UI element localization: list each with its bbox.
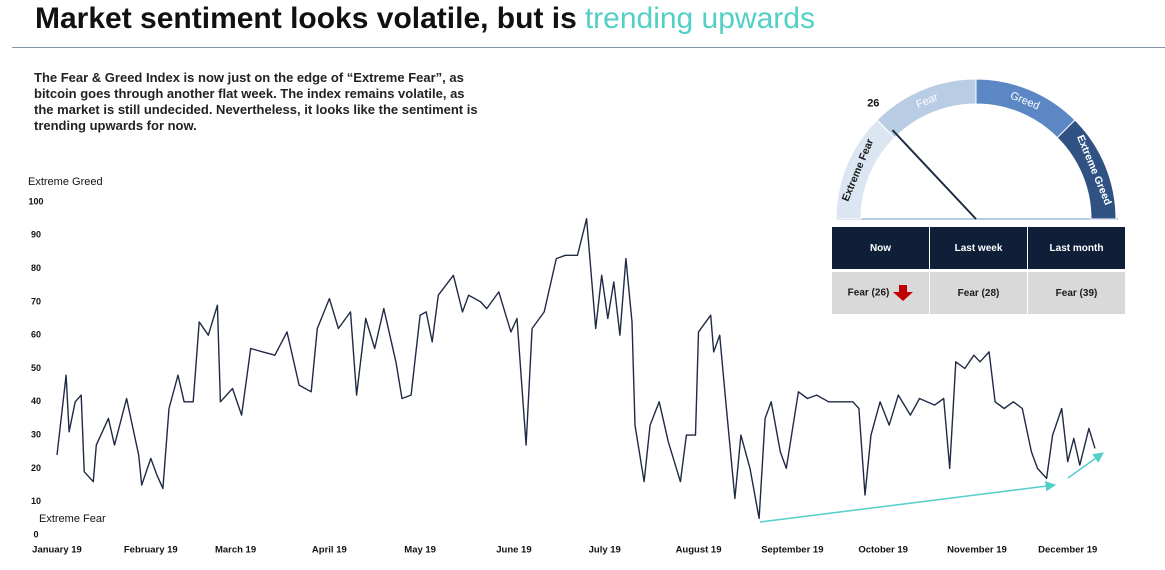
divider bbox=[12, 47, 1165, 48]
header-row: Now Last week Last month bbox=[832, 227, 1125, 269]
description: The Fear & Greed Index is now just on th… bbox=[34, 70, 478, 133]
cell: Fear (28) bbox=[930, 272, 1027, 314]
title-text: Market sentiment looks volatile, but is bbox=[35, 2, 577, 35]
gauge-needle bbox=[891, 129, 977, 220]
x-tick-label: February 19 bbox=[124, 545, 178, 556]
trend-arrow bbox=[1067, 452, 1104, 479]
y-tick-label: 90 bbox=[31, 230, 41, 240]
y-tick-label: 60 bbox=[31, 330, 41, 340]
y-tick-label: 40 bbox=[31, 396, 41, 406]
y-tick-label: 70 bbox=[31, 296, 41, 306]
gauge-segment bbox=[1056, 119, 1117, 220]
gauge-value: 26 bbox=[867, 98, 879, 110]
x-tick-label: August 19 bbox=[676, 545, 722, 556]
gauge-segment bbox=[876, 78, 977, 139]
x-tick-label: July 19 bbox=[589, 545, 621, 556]
header-cell: Now bbox=[832, 227, 929, 269]
gauge-segment bbox=[975, 78, 1076, 139]
data-line bbox=[56, 218, 1096, 520]
x-tick-label: December 19 bbox=[1038, 545, 1097, 556]
y-tick-label: 80 bbox=[31, 263, 41, 273]
title: Market sentiment looks volatile, but is t… bbox=[35, 2, 815, 36]
y-tick-label: 20 bbox=[31, 463, 41, 473]
annotation-top: Extreme Greed bbox=[28, 176, 103, 188]
y-tick-label: 0 bbox=[33, 529, 38, 539]
x-tick-label: October 19 bbox=[858, 545, 908, 556]
header-cell: Last week bbox=[930, 227, 1027, 269]
gauge-segment bbox=[835, 119, 896, 220]
cell: Fear (39) bbox=[1028, 272, 1125, 314]
y-tick-label: 100 bbox=[28, 196, 43, 206]
header-cell: Last month bbox=[1028, 227, 1125, 269]
annotation-bottom: Extreme Fear bbox=[39, 513, 106, 525]
y-tick-label: 50 bbox=[31, 363, 41, 373]
trend-arrow bbox=[759, 480, 1057, 523]
x-tick-label: April 19 bbox=[312, 545, 347, 556]
x-tick-label: January 19 bbox=[32, 545, 82, 556]
x-tick-label: June 19 bbox=[496, 545, 531, 556]
cell-text: Fear (26) bbox=[847, 287, 890, 299]
x-tick-label: March 19 bbox=[215, 545, 256, 556]
y-tick-label: 10 bbox=[31, 496, 41, 506]
x-tick-label: November 19 bbox=[947, 545, 1007, 556]
summary-table: Now Last week Last month Fear (26) Fear … bbox=[831, 224, 1126, 317]
x-tick-label: May 19 bbox=[404, 545, 436, 556]
row: Fear (26) Fear (28) Fear (39) bbox=[832, 272, 1125, 314]
cell: Fear (26) bbox=[832, 272, 929, 314]
x-tick-label: September 19 bbox=[761, 545, 823, 556]
title-highlight: trending upwards bbox=[584, 2, 815, 35]
down-arrow-icon bbox=[893, 285, 914, 301]
y-tick-label: 30 bbox=[31, 429, 41, 439]
